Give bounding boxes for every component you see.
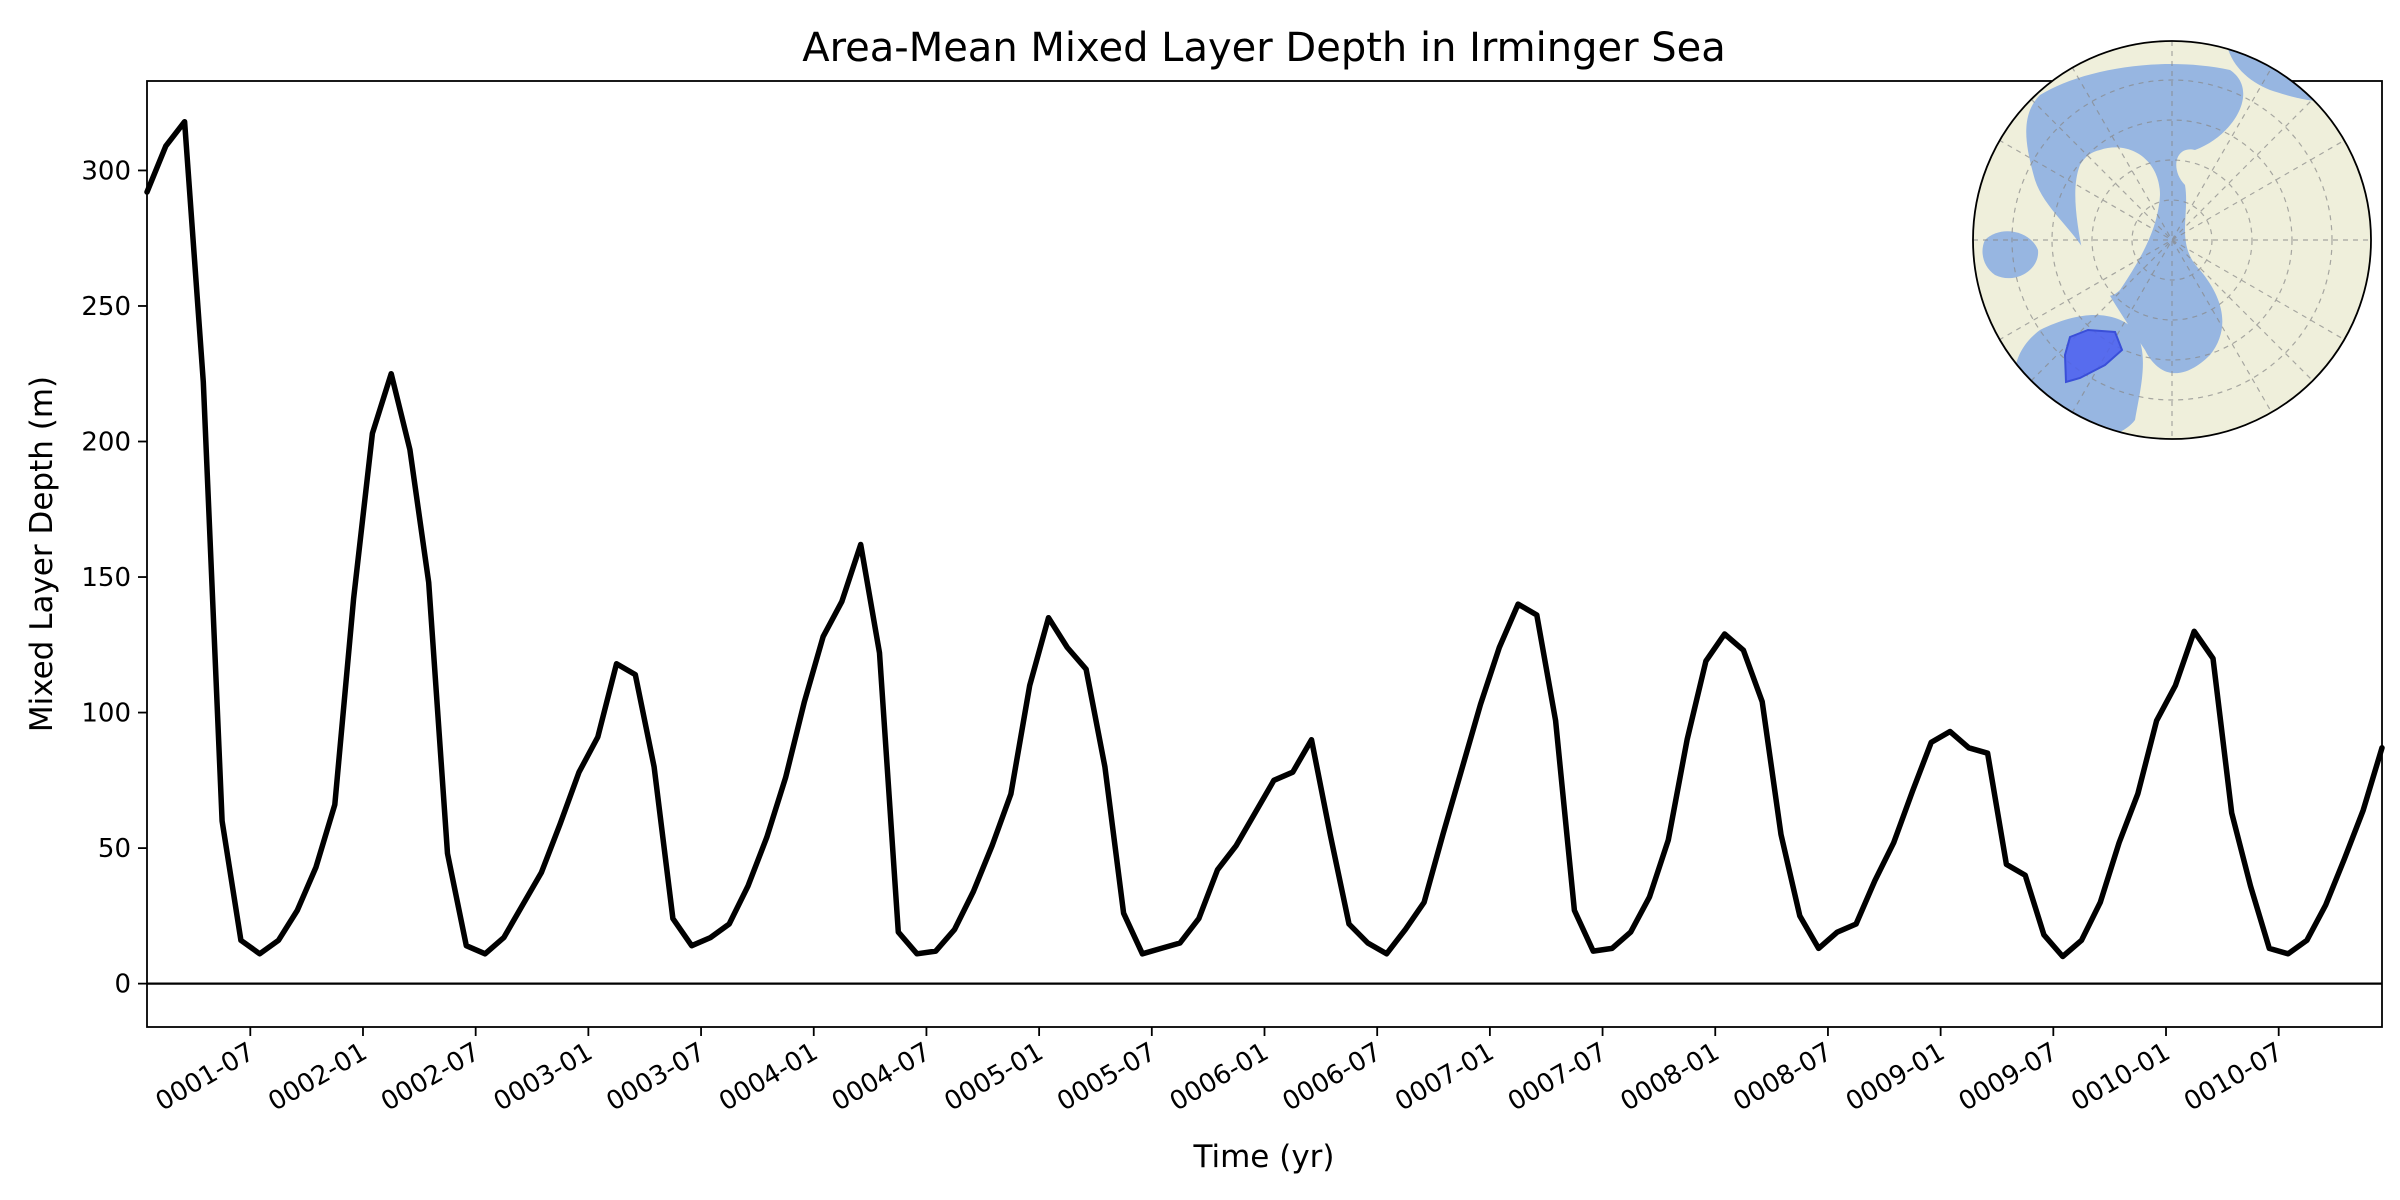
x-tick-label: 0005-07: [1052, 1037, 1161, 1117]
x-tick-label: 0003-07: [601, 1037, 710, 1117]
y-tick-label: 50: [98, 834, 131, 864]
y-axis-label: Mixed Layer Depth (m): [24, 376, 60, 732]
x-tick-label: 0008-07: [1728, 1037, 1837, 1117]
x-tick-label: 0001-07: [151, 1037, 260, 1117]
x-tick-label: 0009-01: [1841, 1037, 1950, 1117]
x-tick-label: 0007-01: [1390, 1037, 1499, 1117]
x-tick-label: 0003-01: [489, 1037, 598, 1117]
map-graticule: [1973, 41, 2371, 439]
x-tick-label: 0002-07: [376, 1037, 485, 1117]
x-tick-label: 0004-01: [714, 1037, 823, 1117]
x-axis-label: Time (yr): [1193, 1139, 1335, 1175]
map-region-irminger-sea: [2063, 328, 2124, 384]
y-tick-label: 300: [81, 156, 131, 186]
y-tick-label: 0: [114, 970, 131, 1000]
map-hudson-bay: [1982, 231, 2039, 279]
x-tick-label: 0006-01: [1165, 1037, 1274, 1117]
y-tick-label: 200: [81, 428, 131, 458]
map-border: [1972, 40, 2372, 440]
y-tick-label: 150: [81, 563, 131, 593]
x-tick-label: 0010-01: [2066, 1037, 2175, 1117]
x-tick-label: 0002-01: [263, 1037, 372, 1117]
y-axis: 0 50 100 150 200 250 300: [81, 156, 147, 1000]
x-tick-label: 0005-01: [940, 1037, 1049, 1117]
x-tick-label: 0008-01: [1616, 1037, 1725, 1117]
x-tick-label: 0006-07: [1278, 1037, 1387, 1117]
y-tick-label: 100: [81, 699, 131, 729]
inset-map: [1972, 40, 2372, 440]
chart-title: Area-Mean Mixed Layer Depth in Irminger …: [802, 25, 1726, 71]
x-tick-label: 0007-07: [1503, 1037, 1612, 1117]
x-tick-label: 0009-07: [1954, 1037, 2063, 1117]
series-line: [144, 118, 2385, 960]
x-axis: 0001-07 0002-01 0002-07 0003-01 0003-07 0004-…: [151, 1027, 2288, 1117]
y-tick-label: 250: [81, 292, 131, 322]
x-tick-label: 0004-07: [827, 1037, 936, 1117]
x-tick-label: 0010-07: [2179, 1037, 2288, 1117]
